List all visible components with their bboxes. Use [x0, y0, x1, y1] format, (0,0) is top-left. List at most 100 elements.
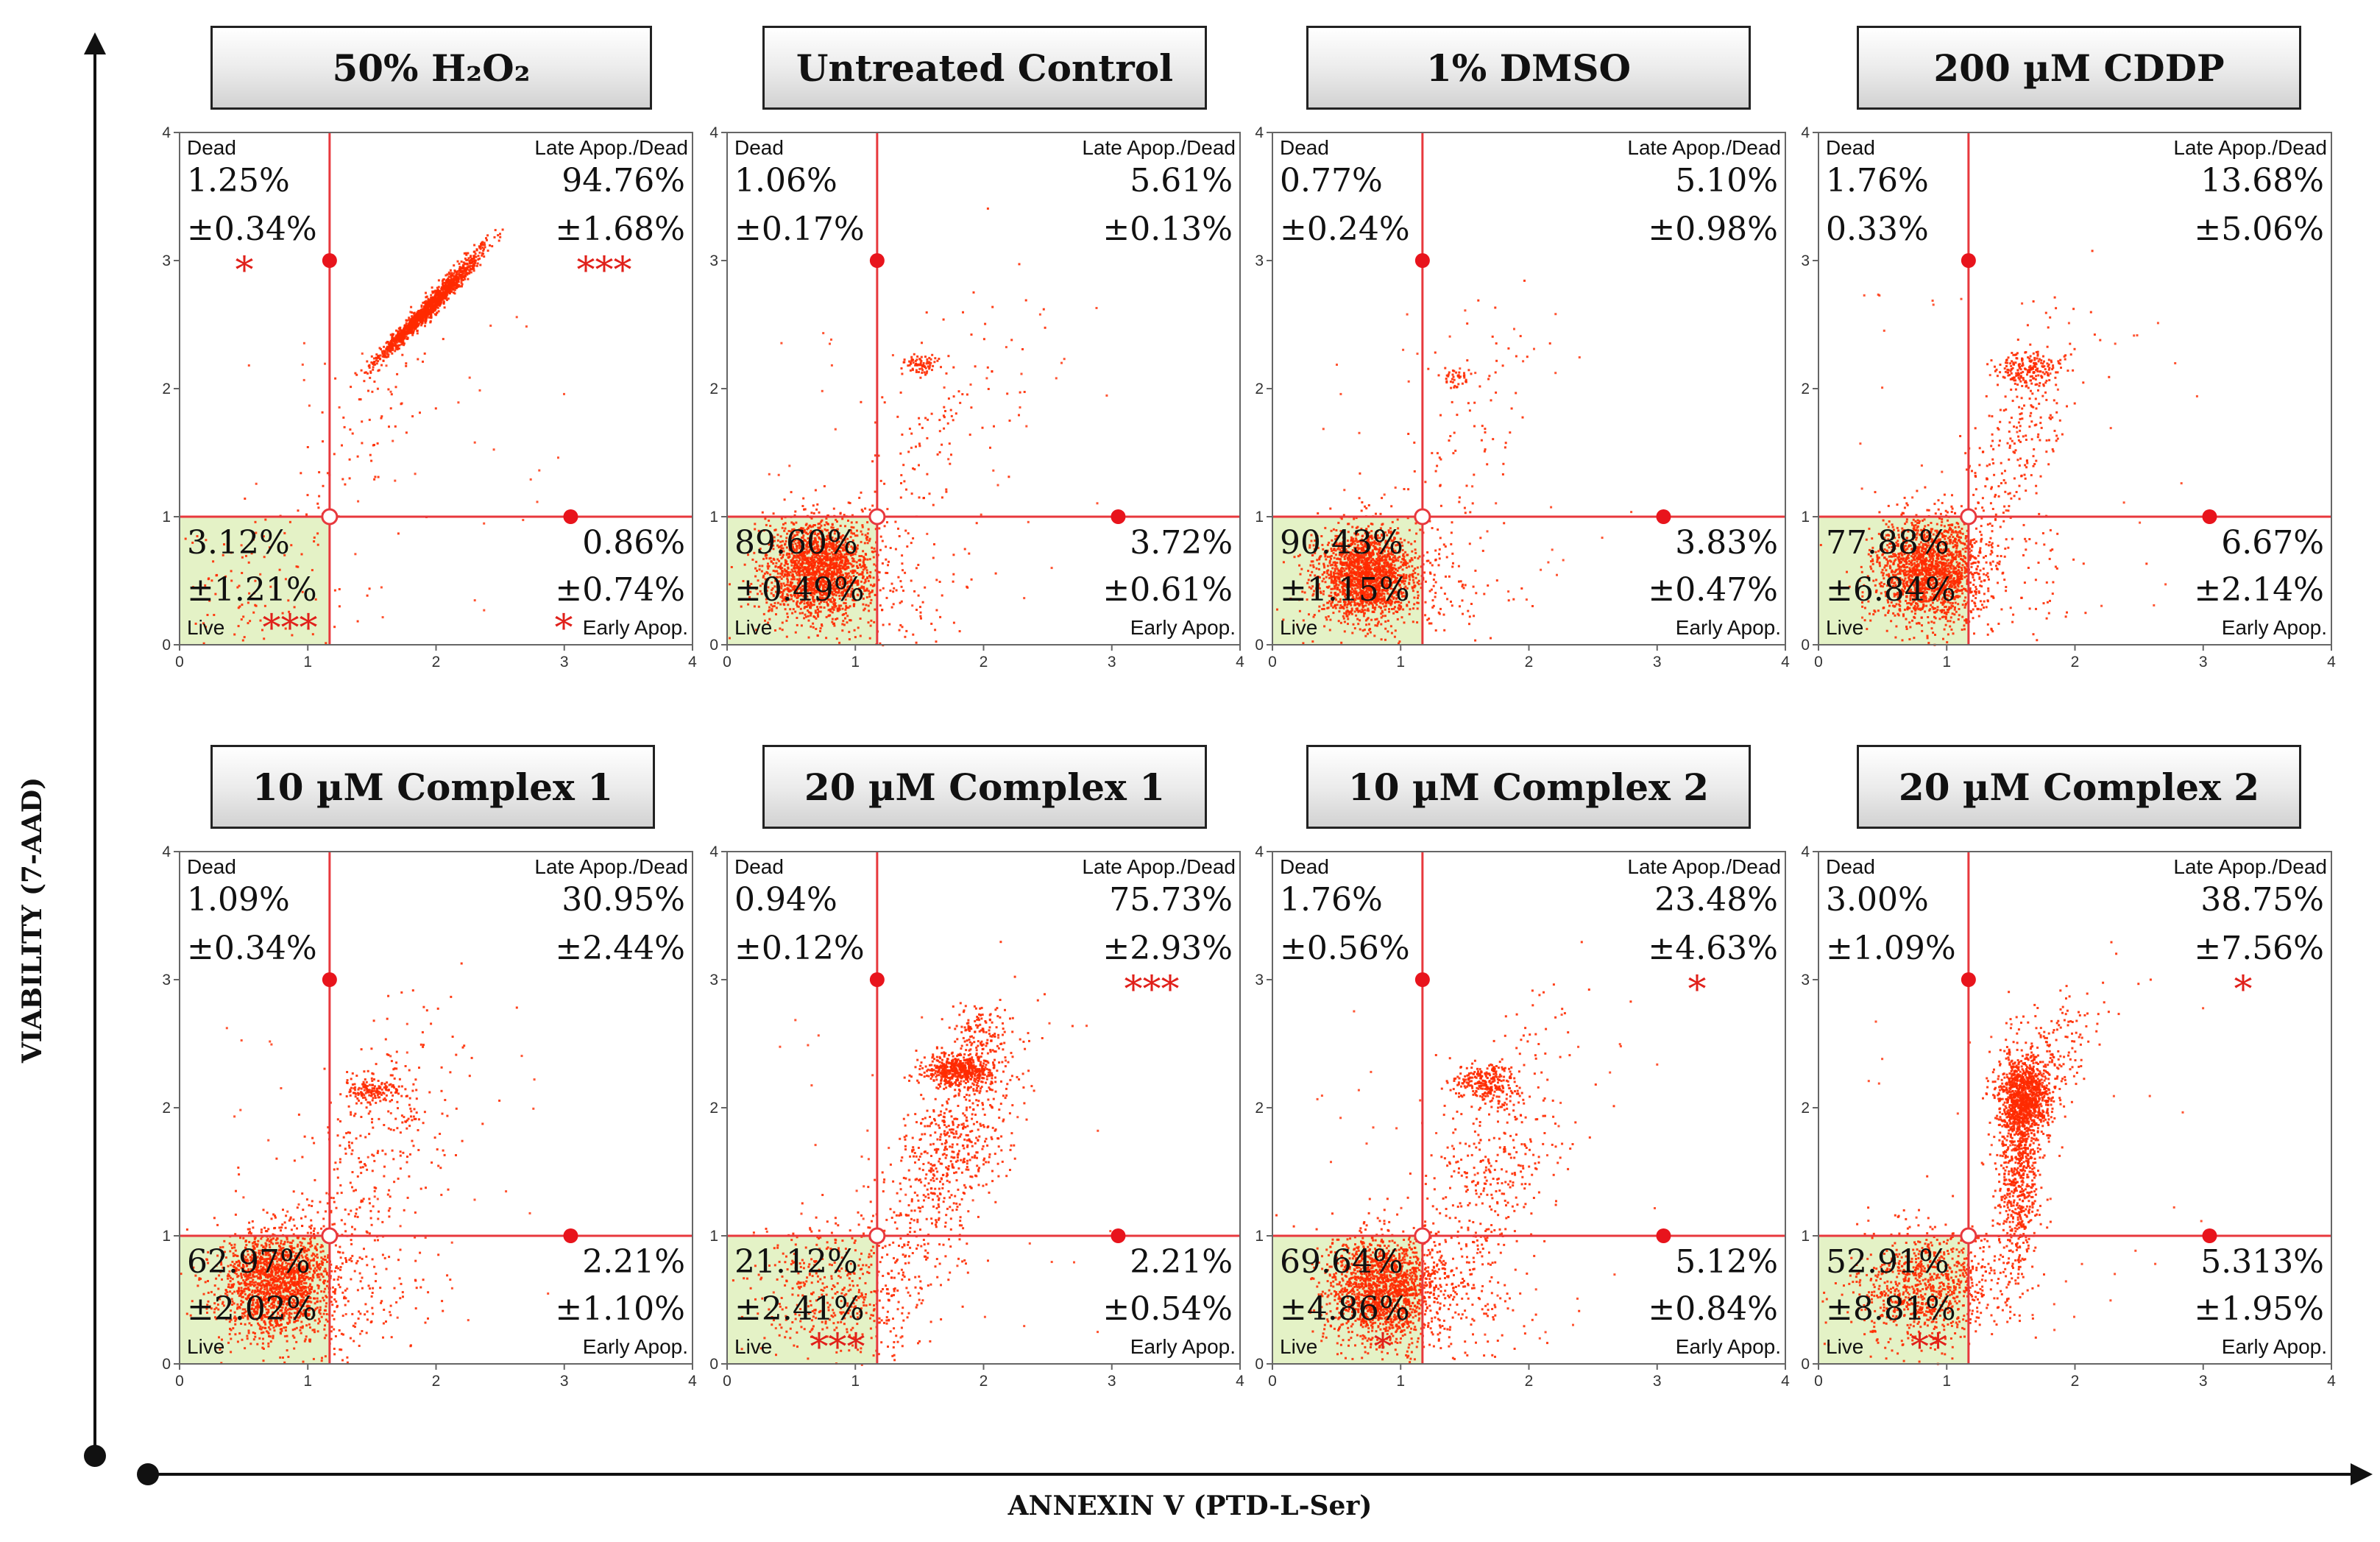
- flow-plot-5: 0 1 2 3 4 0 1 2 3 4 Dead 1.09% ±0.34% Late Apop./Dead…: [162, 843, 697, 1390]
- dead-quadrant-sd: ±0.34%: [187, 211, 317, 248]
- y-tick-label: 1: [1801, 1228, 1810, 1245]
- x-tick-label: 0: [1814, 1373, 1823, 1390]
- event-cluster-1: [350, 252, 486, 389]
- x-tick-label: 2: [1525, 1373, 1534, 1390]
- event-cluster-3: [1434, 1054, 1521, 1111]
- early-quadrant-sd: ±1.95%: [2194, 1290, 2324, 1328]
- sparse-events: [225, 1022, 550, 1337]
- live-quadrant-label: Live: [1280, 616, 1317, 639]
- dead-quadrant-sd: ±0.34%: [187, 930, 317, 967]
- gate-handle-center[interactable]: [868, 1227, 886, 1245]
- gate-handle-top[interactable]: [1414, 253, 1430, 268]
- gate-handle-right[interactable]: [2202, 509, 2217, 524]
- x-tick-label: 3: [2199, 1373, 2208, 1390]
- y-tick-label: 2: [1801, 381, 1810, 397]
- late-quadrant-sd: ±5.06%: [2194, 211, 2324, 248]
- x-tick-label: 2: [980, 1373, 988, 1390]
- y-axis-arrow-line: [93, 46, 96, 1457]
- gate-handle-center[interactable]: [868, 508, 886, 526]
- gate-handle-right[interactable]: [1111, 1228, 1126, 1243]
- event-cluster-2: [1276, 488, 1534, 645]
- dead-quadrant-value: 1.76%: [1280, 881, 1383, 919]
- dead-quadrant-label: Dead: [187, 136, 236, 159]
- dead-quadrant-significance: *: [235, 249, 254, 291]
- gate-handle-center[interactable]: [1960, 1227, 1977, 1245]
- live-quadrant-sd: ±1.21%: [187, 571, 317, 609]
- x-tick-label: 2: [432, 654, 441, 671]
- early-quadrant-value: 2.21%: [582, 1243, 685, 1281]
- event-dots: [184, 228, 565, 645]
- gate-handle-center[interactable]: [321, 508, 339, 526]
- gate-handle-right[interactable]: [563, 509, 578, 524]
- live-quadrant-significance: ***: [810, 1326, 865, 1368]
- dead-quadrant-value: 3.00%: [1826, 881, 1929, 919]
- x-tick-label: 1: [1396, 1373, 1405, 1390]
- live-quadrant-label: Live: [1280, 1335, 1317, 1358]
- gate-handle-right[interactable]: [1656, 509, 1671, 524]
- gate-handle-top[interactable]: [322, 972, 337, 987]
- panel-title: 10 µM Complex 2: [1306, 745, 1751, 829]
- y-tick-label: 2: [1801, 1100, 1810, 1117]
- gate-handle-right[interactable]: [1111, 509, 1126, 524]
- gate-handle-right[interactable]: [2202, 1228, 2217, 1243]
- y-tick-label: 1: [1255, 509, 1264, 526]
- y-axis-origin-dot: [84, 1445, 106, 1467]
- gate-handle-top[interactable]: [1414, 972, 1430, 987]
- dead-quadrant-value: 1.06%: [734, 162, 837, 199]
- event-cluster-3: [1986, 343, 2066, 400]
- panel-title: 200 µM CDDP: [1857, 26, 2301, 110]
- late-quadrant-value: 5.61%: [1130, 162, 1233, 199]
- gate-handle-right[interactable]: [563, 1228, 578, 1243]
- y-tick-label: 3: [709, 972, 718, 988]
- flow-plot-6: 0 1 2 3 4 0 1 2 3 4 Dead 0.94% ±0.12% Late Apop./Dead…: [709, 843, 1244, 1390]
- gate-handle-top[interactable]: [1961, 253, 1976, 268]
- event-cluster-3: [900, 353, 942, 379]
- early-quadrant-value: 5.12%: [1675, 1243, 1778, 1281]
- early-quadrant-sd: ±2.14%: [2194, 571, 2324, 609]
- late-quadrant-label: Late Apop./Dead: [1082, 855, 1236, 878]
- gate-handle-top[interactable]: [869, 253, 885, 268]
- x-tick-label: 4: [1236, 1373, 1244, 1390]
- gate-handle-top[interactable]: [1961, 972, 1976, 987]
- x-tick-label: 1: [1942, 654, 1951, 671]
- gate-handle-center[interactable]: [1414, 1227, 1431, 1245]
- early-quadrant-label: Early Apop.: [1676, 616, 1781, 639]
- gate-handle-top[interactable]: [322, 253, 337, 268]
- early-quadrant-label: Early Apop.: [583, 1335, 688, 1358]
- flow-plot-7: 0 1 2 3 4 0 1 2 3 4 Dead 1.76% ±0.56% Late Apop./Dead…: [1255, 843, 1790, 1390]
- x-tick-label: 0: [1268, 1373, 1277, 1390]
- x-tick-label: 4: [688, 1373, 697, 1390]
- late-quadrant-sd: ±2.93%: [1102, 930, 1233, 967]
- event-cluster-3: [1427, 367, 1473, 389]
- late-quadrant-significance: *: [1688, 968, 1707, 1011]
- live-quadrant-sd: ±6.84%: [1826, 571, 1956, 609]
- late-quadrant-label: Late Apop./Dead: [2173, 136, 2327, 159]
- event-cluster-1: [1309, 1196, 1464, 1364]
- gate-handle-right[interactable]: [1656, 1228, 1671, 1243]
- event-dots: [1275, 941, 1659, 1364]
- late-quadrant-value: 30.95%: [562, 881, 685, 919]
- early-quadrant-sd: ±0.47%: [1648, 571, 1778, 609]
- late-quadrant-value: 23.48%: [1654, 881, 1778, 919]
- x-tick-label: 4: [2327, 654, 2336, 671]
- y-tick-label: 3: [1801, 972, 1810, 988]
- x-tick-label: 2: [2071, 654, 2080, 671]
- gate-handle-center[interactable]: [1414, 508, 1431, 526]
- x-tick-label: 4: [1781, 1373, 1790, 1390]
- y-tick-label: 0: [1255, 1356, 1264, 1373]
- y-tick-label: 4: [162, 843, 171, 860]
- x-tick-label: 3: [560, 1373, 569, 1390]
- x-tick-label: 1: [1396, 654, 1405, 671]
- dead-quadrant-value: 0.77%: [1280, 162, 1383, 199]
- early-quadrant-label: Early Apop.: [1130, 1335, 1236, 1358]
- x-tick-label: 1: [303, 654, 312, 671]
- y-tick-label: 1: [162, 1228, 171, 1245]
- gate-handle-top[interactable]: [869, 972, 885, 987]
- y-tick-label: 4: [162, 124, 171, 141]
- early-quadrant-label: Early Apop.: [1130, 616, 1236, 639]
- x-tick-label: 4: [2327, 1373, 2336, 1390]
- gate-handle-center[interactable]: [321, 1227, 339, 1245]
- live-quadrant-value: 77.88%: [1826, 524, 1949, 562]
- early-quadrant-label: Early Apop.: [2222, 1335, 2327, 1358]
- gate-handle-center[interactable]: [1960, 508, 1977, 526]
